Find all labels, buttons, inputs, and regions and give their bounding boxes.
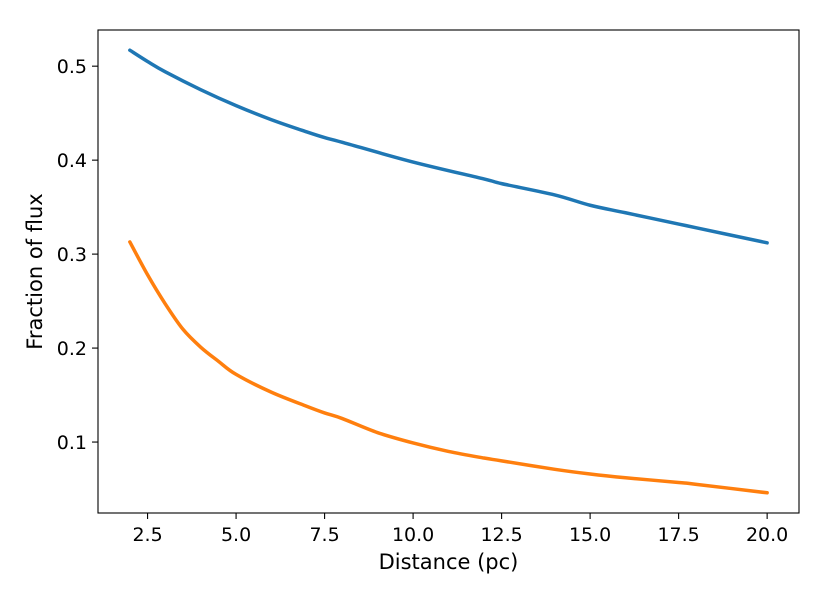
x-tick-label: 10.0 <box>392 524 434 546</box>
y-tick-label: 0.4 <box>57 150 87 172</box>
series-lines <box>128 48 769 495</box>
x-axis: 2.5 5.0 7.5 10.0 12.5 15.0 17.5 20.0 <box>132 513 788 546</box>
x-tick-label: 20.0 <box>746 524 788 546</box>
x-tick-label: 17.5 <box>657 524 699 546</box>
y-axis-label: Fraction of flux <box>23 193 47 349</box>
series-line-2 <box>128 240 769 495</box>
plot-frame <box>97 29 800 514</box>
x-tick-label: 5.0 <box>221 524 251 546</box>
x-tick-label: 12.5 <box>480 524 522 546</box>
x-tick-label: 2.5 <box>132 524 162 546</box>
y-tick-label: 0.3 <box>57 244 87 266</box>
x-axis-label: Distance (pc) <box>379 550 519 574</box>
x-tick-label: 7.5 <box>309 524 339 546</box>
y-tick-label: 0.5 <box>57 56 87 78</box>
x-tick-label: 15.0 <box>569 524 611 546</box>
y-axis: 0.1 0.2 0.3 0.4 0.5 <box>57 56 98 454</box>
y-tick-label: 0.1 <box>57 432 87 454</box>
y-tick-label: 0.2 <box>57 338 87 360</box>
series-line-1 <box>128 48 769 245</box>
